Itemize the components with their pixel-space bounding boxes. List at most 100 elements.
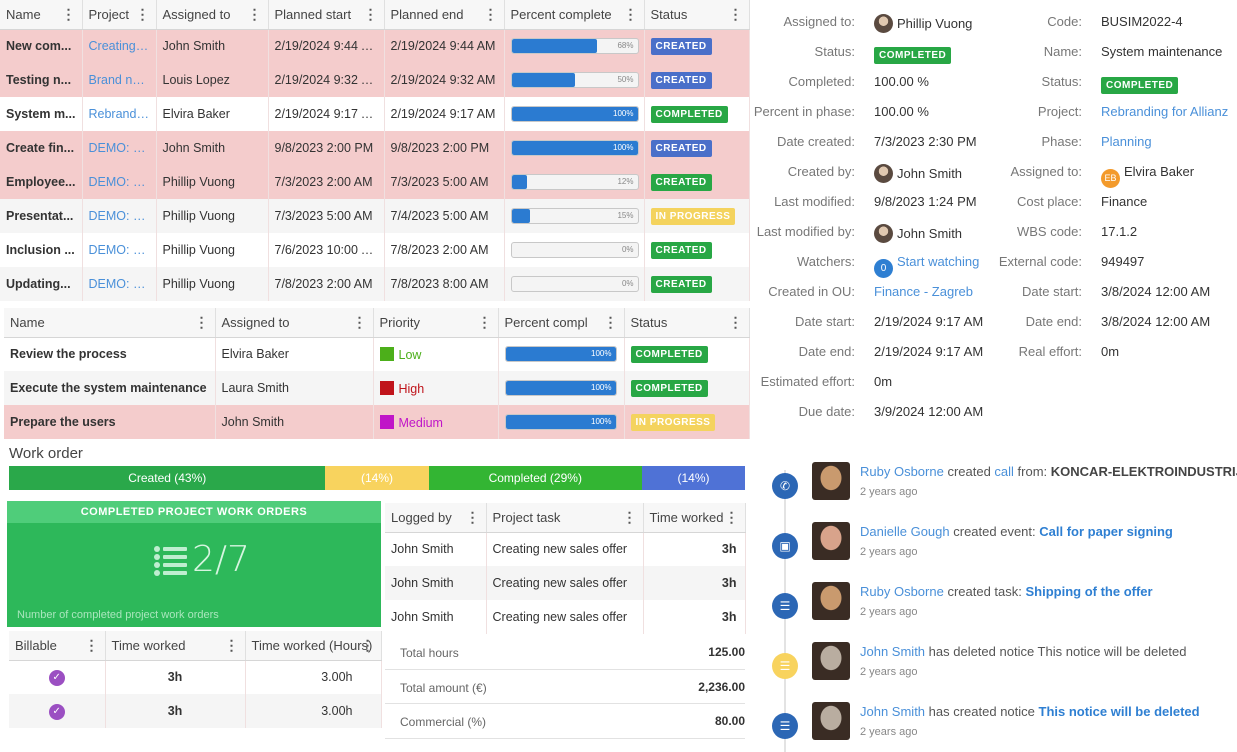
timeline-object[interactable]: This notice will be deleted bbox=[1038, 704, 1200, 719]
table-row[interactable]: New com... Creating a n John Smith 2/19/202… bbox=[0, 29, 750, 63]
person-name: Phillip Vuong bbox=[897, 16, 973, 31]
person-link[interactable]: Ruby Osborne bbox=[860, 464, 944, 479]
subtask-name[interactable]: Prepare the users bbox=[4, 405, 216, 439]
task-name[interactable]: New com... bbox=[0, 29, 83, 63]
subtasks_table-col-header[interactable]: Assigned to ⋮ bbox=[215, 308, 374, 338]
work-order-segment[interactable]: Created (43%) bbox=[9, 466, 326, 490]
task-name[interactable]: Employee... bbox=[0, 165, 83, 199]
work-order-segment[interactable]: (14%) bbox=[325, 466, 429, 490]
column-menu-icon[interactable]: ⋮ bbox=[623, 6, 638, 23]
column-menu-icon[interactable]: ⋮ bbox=[360, 637, 375, 654]
table-row[interactable]: Presentat... DEMO: Mob Phillip Vuong 7/3/20… bbox=[0, 199, 750, 233]
table-row[interactable]: Testing n... Brand new o Louis Lopez 2/19/2… bbox=[0, 63, 750, 97]
task-name[interactable]: Testing n... bbox=[0, 63, 83, 97]
planned-end: 2/19/2024 9:32 AM bbox=[384, 63, 505, 97]
column-menu-icon[interactable]: ⋮ bbox=[477, 314, 492, 331]
column-menu-icon[interactable]: ⋮ bbox=[135, 6, 150, 23]
tasks_table-col-header[interactable]: Name ⋮ bbox=[0, 0, 83, 30]
detail-value: 17.1.2 bbox=[1101, 224, 1137, 239]
task-name[interactable]: System m... bbox=[0, 97, 83, 131]
column-menu-icon[interactable]: ⋮ bbox=[724, 509, 739, 526]
table-row[interactable]: Employee... DEMO: Mob Phillip Vuong 7/3/202… bbox=[0, 165, 750, 199]
table-row[interactable]: John Smith Creating new sales offer 3h bbox=[385, 532, 746, 566]
project-link[interactable]: DEMO: Mob bbox=[82, 131, 157, 165]
column-menu-icon[interactable]: ⋮ bbox=[61, 6, 76, 23]
column-menu-icon[interactable]: ⋮ bbox=[84, 637, 99, 654]
task-name[interactable]: Updating... bbox=[0, 267, 83, 301]
detail-value[interactable]: Rebranding for Allianz bbox=[1101, 104, 1228, 119]
billable_table-col-header[interactable]: Billable ⋮ bbox=[9, 631, 106, 661]
table-row[interactable]: John Smith Creating new sales offer 3h bbox=[385, 566, 746, 600]
project-link[interactable]: DEMO: Mob bbox=[82, 199, 157, 233]
person-link[interactable]: Danielle Gough bbox=[860, 524, 950, 539]
billable_table-col-header[interactable]: Time worked ⋮ bbox=[105, 631, 246, 661]
table-row[interactable]: Updating... DEMO: Mob Phillip Vuong 7/8/202… bbox=[0, 267, 750, 301]
person-link[interactable]: Ruby Osborne bbox=[860, 584, 944, 599]
start-watching-link[interactable]: Start watching bbox=[897, 254, 980, 269]
log_table-col-header[interactable]: Logged by ⋮ bbox=[385, 503, 487, 533]
detail-link[interactable]: Planning bbox=[1101, 134, 1152, 149]
project-link[interactable]: Brand new o bbox=[82, 63, 157, 97]
log_table-col-header[interactable]: Project task ⋮ bbox=[486, 503, 644, 533]
subtasks_table-col-header[interactable]: Name ⋮ bbox=[4, 308, 216, 338]
column-menu-icon[interactable]: ⋮ bbox=[224, 637, 239, 654]
tasks_table-col-header[interactable]: Project ⋮ bbox=[82, 0, 157, 30]
subtasks_table-col-header[interactable]: Percent compl ⋮ bbox=[498, 308, 625, 338]
timeline-object[interactable]: Shipping of the offer bbox=[1025, 584, 1153, 599]
tasks_table-col-header[interactable]: Planned start ⋮ bbox=[268, 0, 385, 30]
column-menu-icon[interactable]: ⋮ bbox=[603, 314, 618, 331]
table-row[interactable]: Create fin... DEMO: Mob John Smith 9/8/2023… bbox=[0, 131, 750, 165]
column-menu-icon[interactable]: ⋮ bbox=[247, 6, 262, 23]
column-menu-icon[interactable]: ⋮ bbox=[483, 6, 498, 23]
project-link[interactable]: DEMO: Mob bbox=[82, 233, 157, 267]
table-row[interactable]: Inclusion ... DEMO: Mob Phillip Vuong 7/6/2… bbox=[0, 233, 750, 267]
column-menu-icon[interactable]: ⋮ bbox=[352, 314, 367, 331]
subtask-name[interactable]: Execute the system maintenance bbox=[4, 371, 216, 405]
task-name[interactable]: Inclusion ... bbox=[0, 233, 83, 267]
table-row[interactable]: Review the process Elvira Baker Low 100% COM… bbox=[4, 337, 750, 371]
column-menu-icon[interactable]: ⋮ bbox=[363, 6, 378, 23]
table-row[interactable]: System m... Rebranding Elvira Baker 2/19/20… bbox=[0, 97, 750, 131]
column-menu-icon[interactable]: ⋮ bbox=[728, 6, 743, 23]
project-link[interactable]: Creating a n bbox=[82, 29, 157, 63]
task-name[interactable]: Presentat... bbox=[0, 199, 83, 233]
table-row[interactable]: John Smith Creating new sales offer 3h bbox=[385, 600, 746, 634]
billable_table-col-header[interactable]: Time worked (Hours) ⋮ bbox=[245, 631, 382, 661]
detail-link[interactable]: Rebranding for Allianz bbox=[1101, 104, 1229, 119]
work-order-segment[interactable]: (14%) bbox=[641, 466, 746, 490]
detail-label: WBS code: bbox=[1016, 224, 1082, 239]
detail-link[interactable]: Finance - Zagreb bbox=[874, 284, 973, 299]
detail-value[interactable]: 0 Start watching bbox=[874, 254, 979, 278]
column-menu-icon[interactable]: ⋮ bbox=[728, 314, 743, 331]
subtasks_table-col-header[interactable]: Status ⋮ bbox=[624, 308, 750, 338]
subtasks_table-col-header[interactable]: Priority ⋮ bbox=[373, 308, 499, 338]
total-value: 80.00 bbox=[714, 714, 745, 728]
table-row[interactable]: Prepare the users John Smith Medium 100% IN … bbox=[4, 405, 750, 439]
project-link[interactable]: Rebranding bbox=[82, 97, 157, 131]
project-link[interactable]: DEMO: Mob bbox=[82, 267, 157, 301]
detail-value[interactable]: Planning bbox=[1101, 134, 1152, 149]
detail-value[interactable]: Finance - Zagreb bbox=[874, 284, 973, 299]
person-link[interactable]: John Smith bbox=[860, 704, 926, 719]
subtask-name[interactable]: Review the process bbox=[4, 337, 216, 371]
work-order-segment[interactable]: Completed (29%) bbox=[428, 466, 642, 490]
column-menu-icon[interactable]: ⋮ bbox=[622, 509, 637, 526]
project-link[interactable]: DEMO: Mob bbox=[82, 165, 157, 199]
timeline-object[interactable]: Call for paper signing bbox=[1039, 524, 1173, 539]
tasks_table-col-header[interactable]: Planned end ⋮ bbox=[384, 0, 505, 30]
tasks_table-col-header[interactable]: Assigned to ⋮ bbox=[156, 0, 269, 30]
column-menu-icon[interactable]: ⋮ bbox=[465, 509, 480, 526]
table-row[interactable]: ✓ 3h 3.00h bbox=[9, 660, 382, 694]
table-row[interactable]: Execute the system maintenance Laura Smit… bbox=[4, 371, 750, 405]
task-name[interactable]: Create fin... bbox=[0, 131, 83, 165]
table-row[interactable]: ✓ 3h 3.00h bbox=[9, 694, 382, 728]
person-name: John Smith bbox=[897, 166, 963, 181]
tasks_table-col-header[interactable]: Status ⋮ bbox=[644, 0, 750, 30]
time-worked: 3h bbox=[105, 660, 246, 694]
person-link[interactable]: John Smith bbox=[860, 644, 926, 659]
log_table-col-header[interactable]: Time worked ⋮ bbox=[643, 503, 746, 533]
column-menu-icon[interactable]: ⋮ bbox=[194, 314, 209, 331]
activity-type-link[interactable]: call bbox=[994, 464, 1014, 479]
column-label: Time worked (Hours) bbox=[251, 637, 373, 653]
tasks_table-col-header[interactable]: Percent complete ⋮ bbox=[504, 0, 645, 30]
